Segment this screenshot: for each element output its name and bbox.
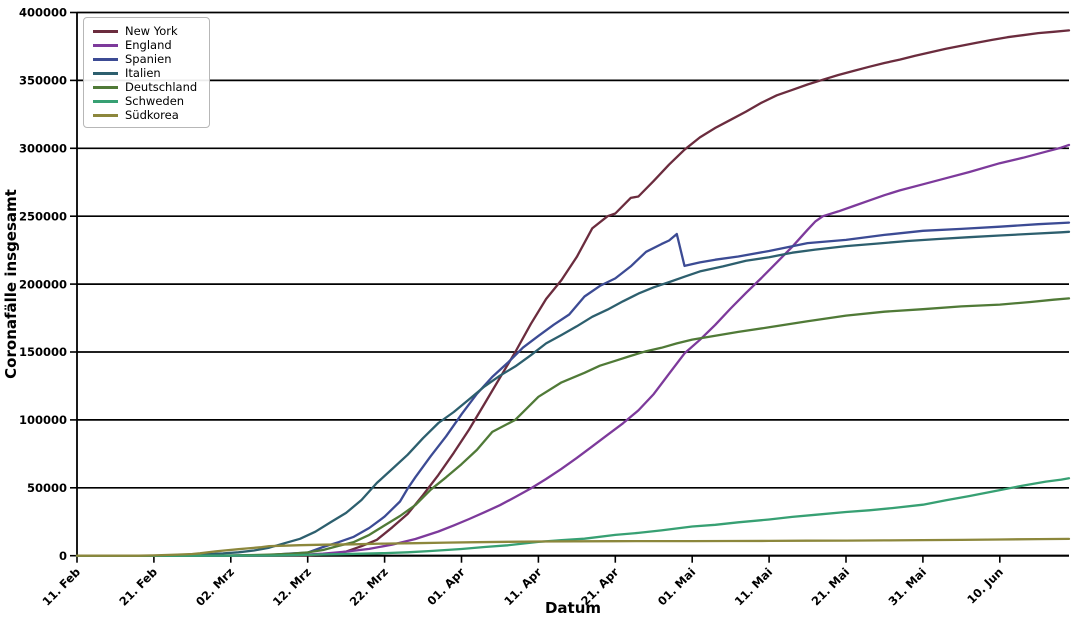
x-tick-label: 10. Jun (964, 565, 1006, 607)
x-tick-label: 02. Mrz (193, 565, 237, 609)
series-line-schweden (75, 477, 1071, 557)
series-line-new-york (75, 29, 1071, 557)
series-line-italien (75, 230, 1071, 557)
series-line-s-dkorea (75, 537, 1071, 557)
legend-item: England (93, 38, 197, 52)
x-tick-label: 12. Mrz (270, 565, 314, 609)
x-tick-label: 22. Mrz (347, 565, 391, 609)
y-tick-label: 50000 (27, 481, 67, 495)
series-line-deutschland (75, 297, 1071, 557)
x-tick-label: 31. Mai (886, 565, 930, 609)
legend-label: Deutschland (125, 80, 198, 94)
series-group (75, 29, 1071, 557)
legend-swatch-icon (93, 85, 118, 89)
legend-item: Italien (93, 66, 197, 80)
x-tick-label: 11. Feb (39, 565, 83, 609)
legend-item: New York (93, 24, 197, 38)
legend-swatch-icon (93, 29, 118, 33)
legend-swatch-icon (93, 71, 118, 75)
legend-label: Italien (125, 66, 161, 80)
x-tick-label: 21. Feb (116, 565, 160, 609)
x-tick-label: 01. Apr (424, 565, 467, 608)
x-tick-label: 11. Mai (732, 565, 776, 609)
legend-item: Südkorea (93, 108, 197, 122)
legend-label: England (125, 38, 172, 52)
series-line-england (75, 143, 1071, 557)
legend-swatch-icon (93, 113, 118, 117)
legend-label: New York (125, 24, 178, 38)
legend-swatch-icon (93, 57, 118, 61)
legend-item: Spanien (93, 52, 197, 66)
y-tick-label: 300000 (19, 142, 67, 156)
x-tick-label: 21. Mai (809, 565, 853, 609)
legend-item: Schweden (93, 94, 197, 108)
x-tick-label: 11. Apr (501, 565, 544, 608)
gridlines-group (77, 11, 1069, 557)
legend-swatch-icon (93, 99, 118, 103)
legend-item: Deutschland (93, 80, 197, 94)
legend-swatch-icon (93, 43, 118, 47)
y-tick-label: 350000 (19, 74, 67, 88)
legend-label: Spanien (125, 52, 172, 66)
y-tick-label: 0 (59, 549, 67, 563)
legend-label: Südkorea (125, 108, 179, 122)
legend-label: Schweden (125, 94, 185, 108)
x-axis-label: Datum (545, 599, 601, 617)
y-tick-label: 150000 (19, 345, 67, 359)
x-tick-label: 01. Mai (655, 565, 699, 609)
y-tick-label: 100000 (19, 413, 67, 427)
y-tick-label: 250000 (19, 209, 67, 223)
y-axis-label: Coronafälle insgesamt (2, 189, 20, 379)
y-tick-label: 400000 (19, 6, 67, 20)
y-tick-label: 200000 (19, 277, 67, 291)
legend: New York England Spanien Italien Deutschland… (83, 17, 211, 128)
